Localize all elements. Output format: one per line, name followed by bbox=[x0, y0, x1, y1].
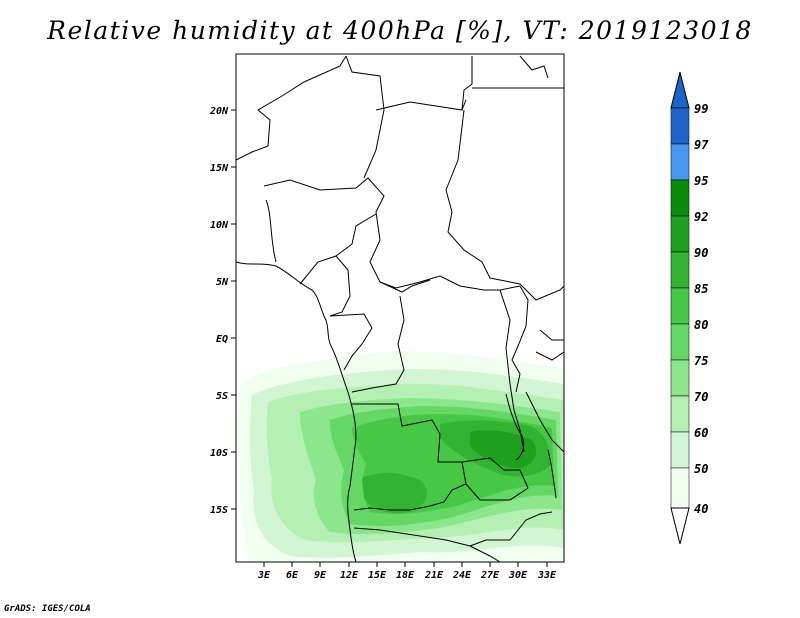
lon-axis bbox=[263, 562, 548, 567]
lon-label: 6E bbox=[286, 570, 299, 581]
colorbar-label: 95 bbox=[694, 174, 708, 188]
red-sea-coast bbox=[519, 55, 549, 79]
colorbar-top-arrow bbox=[670, 71, 690, 109]
lon-label: 9E bbox=[314, 570, 327, 581]
map-frame bbox=[235, 53, 565, 563]
egypt-sudan-line bbox=[461, 99, 467, 111]
lon-label: 12E bbox=[340, 570, 359, 581]
colorbar bbox=[670, 71, 690, 545]
lat-label: EQ bbox=[216, 334, 228, 345]
map-figure: 20N 15N 10N 5N EQ 5S 10S 15S 3E 6E 9E 12… bbox=[209, 53, 709, 581]
sudan-border bbox=[445, 109, 564, 301]
drc-border bbox=[351, 289, 525, 453]
lat-label: 10N bbox=[210, 220, 229, 231]
southern-border bbox=[469, 511, 553, 547]
colorbar-segment bbox=[670, 431, 690, 469]
colorbar-segment bbox=[670, 287, 690, 325]
lat-axis bbox=[231, 109, 236, 510]
lat-label: 10S bbox=[210, 448, 228, 459]
colorbar-label: 60 bbox=[694, 426, 708, 440]
colorbar-label: 40 bbox=[694, 502, 708, 516]
lat-label: 15N bbox=[210, 163, 229, 174]
colorbar-segment bbox=[670, 107, 690, 145]
rh-85-area-south bbox=[362, 472, 427, 514]
colorbar-label: 50 bbox=[694, 462, 708, 476]
colorbar-bottom-arrow bbox=[670, 507, 690, 545]
east-africa-borders bbox=[511, 285, 564, 453]
colorbar-label: 97 bbox=[694, 138, 709, 152]
colorbar-segment bbox=[670, 143, 690, 181]
car-border bbox=[379, 275, 521, 291]
humidity-shading bbox=[237, 351, 564, 562]
nigeria-border bbox=[265, 199, 377, 285]
grads-credit: GrADS: IGES/COLA bbox=[4, 604, 91, 614]
gabon-congo-border bbox=[329, 313, 373, 371]
lon-label: 18E bbox=[396, 570, 415, 581]
colorbar-segment bbox=[670, 395, 690, 433]
lat-label: 15S bbox=[210, 505, 228, 516]
colorbar-segment bbox=[670, 323, 690, 361]
colorbar-segment bbox=[670, 467, 690, 509]
namibia-border bbox=[353, 527, 501, 562]
colorbar-segment bbox=[670, 359, 690, 397]
country-borders bbox=[236, 55, 564, 562]
lon-label: 30E bbox=[508, 570, 528, 581]
colorbar-segment bbox=[670, 179, 690, 217]
lat-label: 5S bbox=[216, 391, 228, 402]
colorbar-label: 92 bbox=[694, 210, 708, 224]
lake-malawi bbox=[547, 449, 557, 499]
chad-border bbox=[369, 56, 473, 293]
algeria-libya-border bbox=[345, 55, 385, 179]
colorbar-label: 75 bbox=[694, 354, 708, 368]
colorbar-label: 80 bbox=[694, 318, 708, 332]
lon-label: 27E bbox=[480, 570, 500, 581]
cameroon-border bbox=[329, 255, 351, 317]
zambia-border bbox=[461, 457, 529, 501]
lake-tanganyika bbox=[505, 393, 525, 461]
lat-label: 5N bbox=[216, 277, 229, 288]
west-africa-coast bbox=[236, 261, 357, 562]
lat-label: 20N bbox=[209, 106, 229, 117]
niger-border bbox=[263, 177, 385, 213]
mali-border bbox=[236, 55, 347, 161]
colorbar-label: 90 bbox=[694, 246, 708, 260]
colorbar-label: 99 bbox=[694, 102, 708, 116]
lon-label: 15E bbox=[368, 570, 387, 581]
map-title: Relative humidity at 400hPa [%], VT: 201… bbox=[47, 16, 753, 45]
colorbar-label: 85 bbox=[694, 282, 708, 296]
colorbar-segment bbox=[670, 251, 690, 289]
lon-label: 3E bbox=[257, 570, 271, 581]
colorbar-segment bbox=[670, 215, 690, 253]
lon-label: 33E bbox=[537, 570, 557, 581]
colorbar-label: 70 bbox=[694, 390, 708, 404]
lon-label: 24E bbox=[452, 570, 472, 581]
lon-label: 21E bbox=[424, 570, 444, 581]
